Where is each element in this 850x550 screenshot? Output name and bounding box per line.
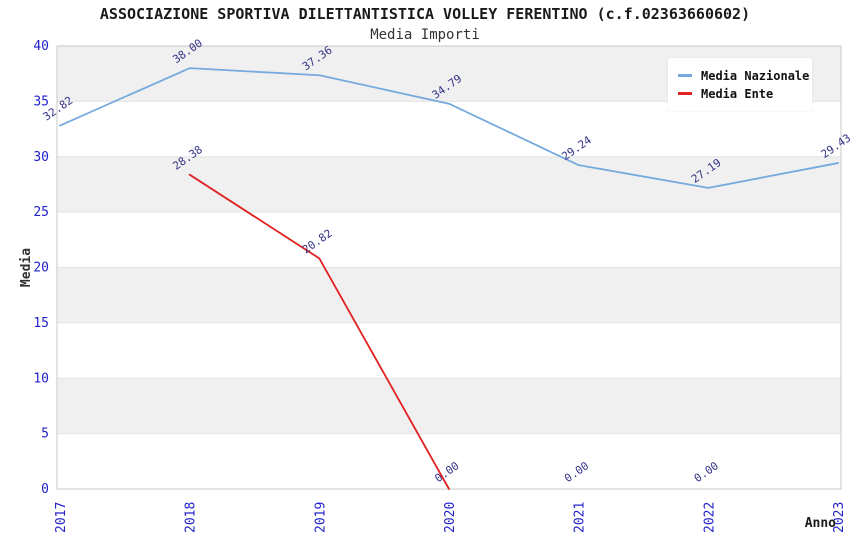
x-tick-label: 2017 bbox=[54, 502, 69, 533]
chart-title: ASSOCIAZIONE SPORTIVA DILETTANTISTICA VO… bbox=[99, 5, 751, 23]
legend-label: Media Nazionale bbox=[701, 68, 810, 83]
series-line-media-ente bbox=[188, 173, 450, 490]
plot-band bbox=[57, 212, 841, 268]
x-tick-label: 2023 bbox=[832, 502, 847, 533]
plot-band bbox=[57, 378, 841, 434]
plot-band bbox=[57, 267, 841, 323]
x-tick-label: 2019 bbox=[313, 502, 328, 533]
y-tick-label: 40 bbox=[33, 39, 49, 54]
plot-band bbox=[57, 156, 841, 213]
legend-item-media-ente: Media Ente bbox=[678, 86, 812, 101]
legend: Media Nazionale Media Ente bbox=[668, 58, 812, 111]
x-axis-label: Anno bbox=[805, 516, 836, 531]
y-tick-label: 10 bbox=[33, 371, 49, 386]
legend-label: Media Ente bbox=[701, 86, 774, 101]
y-tick-label: 25 bbox=[33, 205, 49, 220]
legend-swatch bbox=[678, 74, 692, 77]
series-line-media-nazionale bbox=[59, 67, 839, 189]
x-tick-label: 2021 bbox=[573, 502, 588, 533]
y-axis-label: Media bbox=[19, 248, 34, 287]
legend-swatch bbox=[678, 92, 692, 95]
legend-item-media-nazionale: Media Nazionale bbox=[678, 68, 812, 83]
y-tick-label: 30 bbox=[33, 150, 49, 165]
y-tick-label: 35 bbox=[33, 94, 49, 109]
y-tick-label: 15 bbox=[33, 316, 49, 331]
x-tick-label: 2022 bbox=[702, 502, 717, 533]
x-tick-label: 2020 bbox=[443, 502, 458, 533]
plot-band bbox=[57, 433, 841, 489]
plot-band bbox=[57, 322, 841, 379]
y-tick-label: 0 bbox=[41, 482, 49, 497]
y-tick-label: 5 bbox=[41, 427, 49, 442]
chart-subtitle: Media Importi bbox=[370, 27, 480, 43]
y-tick-label: 20 bbox=[33, 261, 49, 276]
x-tick-label: 2018 bbox=[184, 502, 199, 533]
